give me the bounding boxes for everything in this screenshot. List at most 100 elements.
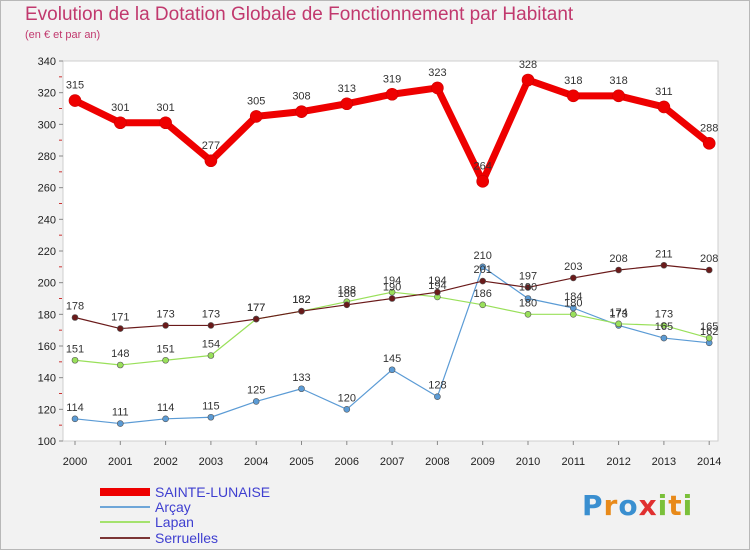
data-point-serruelles bbox=[524, 284, 532, 291]
y-tick-label: 300 bbox=[38, 119, 56, 131]
data-point-sainte-lunaise bbox=[385, 87, 399, 101]
x-tick-label: 2010 bbox=[516, 456, 540, 468]
data-point-serruelles bbox=[434, 288, 441, 296]
logo-letter: i bbox=[682, 489, 694, 522]
data-point-sainte-lunaise bbox=[612, 89, 625, 103]
data-point-lapan bbox=[524, 311, 532, 318]
data-point-ar-ay bbox=[434, 393, 441, 400]
logo-letter: t bbox=[668, 489, 683, 522]
data-point-ar-ay bbox=[207, 413, 215, 421]
data-point-ar-ay bbox=[388, 366, 396, 374]
data-point-serruelles bbox=[705, 266, 713, 274]
data-point-sainte-lunaise bbox=[295, 105, 308, 118]
data-label-sainte-lunaise: 308 bbox=[292, 91, 310, 103]
data-point-serruelles bbox=[162, 322, 169, 329]
data-point-serruelles bbox=[479, 277, 487, 285]
x-tick-label: 2003 bbox=[199, 456, 223, 468]
chart-title: Evolution de la Dotation Globale de Fonc… bbox=[25, 4, 574, 25]
data-label-serruelles: 173 bbox=[156, 308, 174, 320]
data-label-sainte-lunaise: 288 bbox=[700, 122, 718, 134]
data-label-lapan: 174 bbox=[609, 307, 627, 319]
data-label-ar-ay: 173 bbox=[609, 308, 627, 320]
data-point-lapan bbox=[479, 301, 487, 309]
legend-label-serruelles: Serruelles bbox=[155, 530, 218, 546]
legend-label-sainte-lunaise: SAINTE-LUNAISE bbox=[155, 484, 270, 500]
y-tick-label: 220 bbox=[38, 246, 56, 258]
data-label-lapan: 186 bbox=[474, 288, 492, 300]
y-tick-label: 180 bbox=[38, 309, 56, 321]
data-point-sainte-lunaise bbox=[114, 116, 127, 130]
data-point-lapan bbox=[388, 288, 396, 296]
data-label-sainte-lunaise: 315 bbox=[66, 80, 84, 92]
data-label-sainte-lunaise: 313 bbox=[338, 83, 356, 95]
data-point-serruelles bbox=[117, 325, 124, 332]
data-label-ar-ay: 162 bbox=[700, 326, 718, 338]
data-point-ar-ay bbox=[343, 406, 351, 413]
x-tick-label: 2005 bbox=[289, 456, 313, 468]
data-point-serruelles bbox=[388, 295, 396, 302]
data-label-lapan: 188 bbox=[338, 285, 356, 297]
data-label-sainte-lunaise: 311 bbox=[655, 86, 673, 98]
data-label-lapan: 194 bbox=[383, 275, 401, 287]
y-tick-label: 120 bbox=[38, 404, 56, 416]
y-tick-label: 320 bbox=[38, 88, 56, 100]
data-label-sainte-lunaise: 323 bbox=[428, 67, 446, 79]
data-point-serruelles bbox=[207, 322, 215, 329]
y-tick-label: 160 bbox=[38, 341, 56, 353]
data-point-lapan bbox=[569, 311, 577, 318]
data-point-serruelles bbox=[569, 274, 577, 282]
logo-letter: x bbox=[638, 489, 658, 522]
data-label-lapan: 165 bbox=[700, 321, 718, 333]
data-label-lapan: 151 bbox=[156, 343, 174, 355]
x-tick-label: 2013 bbox=[652, 456, 676, 468]
data-label-sainte-lunaise: 328 bbox=[519, 59, 537, 71]
data-label-sainte-lunaise: 318 bbox=[609, 75, 627, 87]
data-point-lapan bbox=[207, 352, 215, 359]
data-point-lapan bbox=[162, 356, 169, 364]
legend-label-lapan: Lapan bbox=[155, 514, 194, 530]
data-point-ar-ay bbox=[71, 415, 79, 423]
data-point-ar-ay bbox=[298, 385, 305, 393]
data-label-serruelles: 186 bbox=[338, 288, 356, 300]
data-point-sainte-lunaise bbox=[159, 116, 172, 130]
data-label-sainte-lunaise: 264 bbox=[474, 160, 492, 172]
data-label-serruelles: 194 bbox=[428, 275, 446, 287]
y-tick-label: 200 bbox=[38, 278, 56, 290]
x-tick-label: 2001 bbox=[108, 456, 132, 468]
data-label-serruelles: 208 bbox=[609, 253, 627, 265]
data-label-ar-ay: 115 bbox=[202, 400, 220, 412]
data-point-lapan bbox=[117, 361, 124, 369]
x-tick-label: 2006 bbox=[335, 456, 359, 468]
data-label-serruelles: 211 bbox=[655, 248, 673, 260]
x-tick-label: 2014 bbox=[697, 456, 721, 468]
data-label-serruelles: 178 bbox=[66, 301, 84, 313]
x-tick-label: 2004 bbox=[244, 456, 268, 468]
y-tick-label: 340 bbox=[38, 56, 56, 68]
logo-letter: P bbox=[582, 489, 604, 522]
data-point-sainte-lunaise bbox=[204, 154, 218, 168]
data-label-serruelles: 171 bbox=[111, 312, 129, 324]
data-point-serruelles bbox=[660, 261, 668, 269]
proxiti-logo: Proxiti bbox=[582, 489, 693, 522]
logo-letter: o bbox=[618, 489, 639, 522]
data-point-serruelles bbox=[71, 314, 79, 321]
data-label-serruelles: 182 bbox=[292, 294, 310, 306]
data-label-sainte-lunaise: 301 bbox=[111, 102, 129, 114]
data-point-serruelles bbox=[343, 301, 351, 309]
data-point-ar-ay bbox=[569, 304, 577, 312]
data-point-lapan bbox=[660, 322, 668, 329]
x-tick-label: 2009 bbox=[470, 456, 494, 468]
data-label-ar-ay: 114 bbox=[66, 402, 84, 414]
data-label-serruelles: 197 bbox=[519, 270, 537, 282]
data-point-serruelles bbox=[615, 266, 622, 274]
data-label-ar-ay: 165 bbox=[655, 321, 673, 333]
y-tick-label: 240 bbox=[38, 214, 56, 226]
data-label-ar-ay: 190 bbox=[519, 282, 537, 294]
plot-area bbox=[62, 60, 719, 442]
data-point-sainte-lunaise bbox=[68, 94, 82, 107]
data-label-lapan: 182 bbox=[292, 294, 310, 306]
data-point-sainte-lunaise bbox=[249, 110, 263, 123]
data-label-lapan: 194 bbox=[428, 280, 446, 292]
x-tick-label: 2000 bbox=[63, 456, 87, 468]
